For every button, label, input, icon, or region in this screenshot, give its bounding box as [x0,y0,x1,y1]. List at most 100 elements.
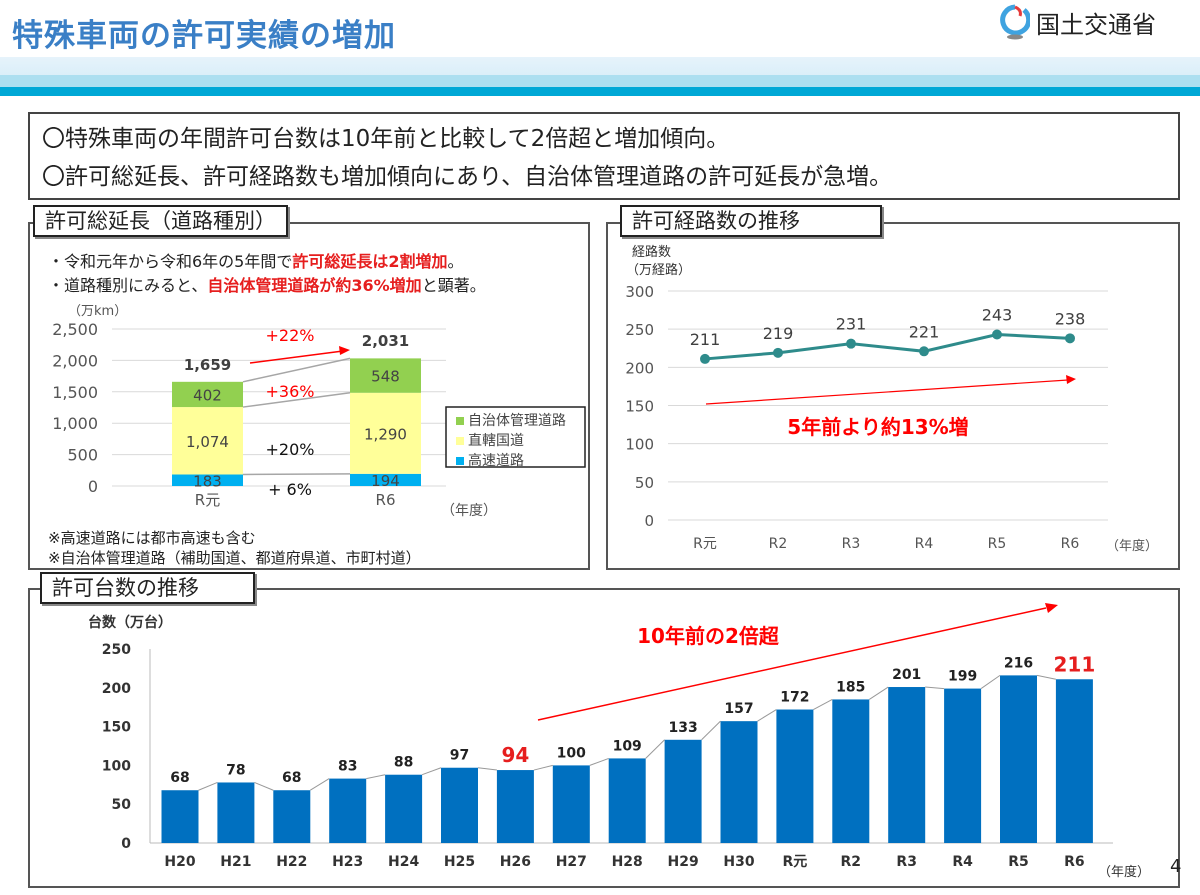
x-axis-label: （年度） [1098,864,1150,880]
legend-swatch [456,457,464,465]
legend-swatch [456,417,464,425]
bar-segment [350,473,421,486]
arrowhead-icon [1045,603,1058,613]
mlit-logo: 国土交通省 [1000,4,1156,40]
total-length-panel [28,222,590,570]
bar-value-label: 68 [170,770,189,786]
arrowhead-icon [339,346,350,355]
y-tick-label: 200 [625,359,654,377]
permit-count-chart: 台数（万台） 0 50 100 150 200 250 68 H20 78 H21 68 H22 83 H2… [88,603,1150,880]
bar [441,767,478,843]
legend-label: 高速道路 [468,452,524,469]
total-length-bullets: ・令和元年から令和6年の5年間で許可総延長は2割増加。 ・道路種別にみると、自治… [48,250,486,298]
x-axis-label: （年度） [1106,538,1158,554]
connector-line [242,392,351,408]
bar-value-label: 68 [282,770,301,786]
bar-value-label: 185 [836,679,865,695]
y-tick-label: 1,500 [52,383,98,402]
bar-value-label: 109 [613,738,642,754]
x-tick-label: H28 [612,854,643,870]
x-tick-label: R元 [195,491,220,509]
trend-annotation: 5年前より約13%増 [787,415,968,439]
y-tick-label: 250 [102,642,131,658]
bar-value-label: 548 [371,368,400,386]
x-tick-label: H29 [667,854,698,870]
bar-value-label: 1,074 [186,433,229,451]
y-tick-label: 150 [625,398,654,416]
bar-segment [172,474,243,486]
x-tick-label: H22 [276,854,307,870]
annotation-local: +36% [266,382,315,401]
y-tick-label: 0 [644,512,654,530]
bar-value-label: 100 [557,745,586,761]
header-band-accent [0,87,1200,96]
route-count-chart: 経路数 （万経路） 0 50 100 150 200 250 300 211 R元 219 R2 231 R… [625,244,1158,554]
header-band-mid [0,75,1200,87]
route-count-panel [606,222,1180,570]
x-tick-label: R6 [1064,854,1085,870]
growth-arrow [249,350,344,364]
y-axis-label: 台数（万台） [88,614,172,631]
bullet1-highlight: 許可総延長は2割増加 [292,252,448,271]
bar [496,770,534,843]
data-point [992,329,1002,340]
x-tick-label: R2 [769,536,788,552]
bar-value-label: 211 [1054,652,1096,676]
bar [329,778,367,843]
bar-value-label: 172 [780,690,809,706]
bar-value-label: 97 [450,748,469,764]
annotation-expressway: + 6% [268,480,312,499]
bullet1-end: 。 [447,252,464,271]
series-line [704,333,1071,361]
x-tick-label: R元 [693,536,717,552]
total-label: 2,031 [362,332,409,350]
bar-value-label: 216 [1004,655,1033,671]
footnote-2: ※自治体管理道路（補助国道、都道府県道、市町村道） [48,549,421,567]
footnotes: ※高速道路には都市高速も含む ※自治体管理道路（補助国道、都道府県道、市町村道） [48,528,421,568]
y-tick-label: 1,000 [52,414,98,433]
bar [888,687,926,843]
bar [944,688,982,843]
x-tick-label: R元 [783,854,808,870]
bar-connector [310,778,330,791]
y-tick-label: 100 [625,436,654,454]
y-axis-label: 経路数 [632,244,671,260]
bar [1055,679,1093,843]
bar [385,774,423,843]
x-tick-label: R2 [841,854,862,870]
bar-connector [701,720,721,741]
bar-value-label: 78 [226,762,245,778]
total-label: 1,659 [184,356,231,374]
logo-text: 国土交通省 [1036,10,1156,39]
data-label: 219 [763,324,794,343]
bar-connector [533,764,553,771]
data-label: 231 [836,315,867,334]
bar-connector [254,782,274,791]
bar-connector [813,698,833,710]
x-tick-label: R3 [842,536,861,552]
y-axis-unit: （万経路） [626,262,691,278]
y-tick-label: 50 [112,797,132,813]
bar-connector [421,767,442,776]
bar-segment [350,392,421,474]
x-tick-label: R4 [915,536,934,552]
bar-connector [477,767,497,771]
bar-connector [869,686,889,700]
y-tick-label: 300 [625,283,654,301]
bullet2-text: ・道路種別にみると、 [48,276,208,295]
x-tick-label: H27 [556,854,587,870]
y-tick-label: 0 [121,836,131,852]
bar-segment [172,407,243,475]
bar [720,721,758,843]
page-number: 4 [1170,856,1182,877]
data-label: 238 [1055,309,1086,328]
bar [832,699,870,843]
permit-count-panel [28,588,1180,888]
bar [161,790,199,843]
bullet2-end: と顕著。 [421,276,486,295]
data-point [919,346,929,357]
bar-connector [645,739,665,759]
x-tick-label: H26 [500,854,531,870]
bar-value-label: 83 [338,759,357,775]
y-tick-label: 500 [67,446,98,465]
